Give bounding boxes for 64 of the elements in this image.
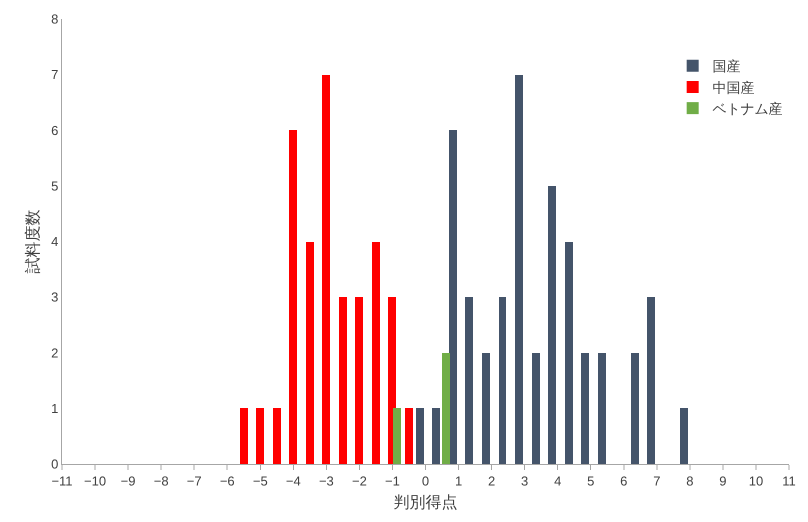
bar (432, 408, 440, 464)
y-tick-label: 3 (51, 290, 58, 305)
bar (322, 75, 330, 464)
y-tick-label: 1 (51, 400, 58, 416)
x-tick-label: −11 (51, 474, 73, 489)
bar (442, 353, 450, 464)
x-tick-label: 0 (422, 474, 430, 489)
bar (565, 242, 573, 464)
bar (240, 408, 248, 464)
x-tick-label: −8 (154, 474, 169, 489)
x-tick-label: 6 (620, 474, 628, 489)
bar (306, 242, 314, 464)
bar (273, 408, 281, 464)
bar (405, 408, 413, 464)
legend-label: 中国産 (712, 79, 755, 96)
x-tick-label: −5 (252, 474, 268, 489)
x-tick-label: 8 (686, 474, 694, 489)
legend-label: ベトナム産 (712, 100, 783, 117)
bar (598, 353, 606, 464)
x-tick-label: −4 (286, 474, 301, 489)
bar (515, 75, 523, 464)
y-tick-label: 2 (51, 345, 58, 360)
y-tick-label: 0 (51, 456, 58, 472)
x-tick-label: 7 (653, 474, 660, 489)
bar (548, 186, 556, 464)
x-tick-label: −3 (318, 474, 334, 489)
bar (289, 130, 297, 464)
bar (355, 297, 363, 464)
x-tick-label: 5 (587, 474, 594, 489)
bar (449, 130, 457, 464)
bar (372, 242, 380, 464)
bar (465, 297, 473, 464)
x-tick-label: 1 (454, 474, 462, 489)
y-tick-label: 7 (51, 67, 58, 82)
x-tick-label: 9 (719, 474, 727, 489)
x-tick-label: −2 (352, 474, 367, 489)
y-tick-label: 4 (51, 234, 58, 250)
bar (532, 353, 540, 464)
bar (482, 353, 490, 464)
x-tick-label: −7 (186, 474, 202, 489)
bar (393, 408, 401, 464)
legend-label: 国産 (712, 58, 741, 74)
x-tick-label: 11 (782, 474, 796, 489)
bar (256, 408, 264, 464)
bar (680, 408, 688, 464)
y-axis-title: 試料度数 (24, 210, 42, 274)
y-tick-label: 6 (51, 122, 58, 138)
y-tick-label: 8 (51, 12, 58, 27)
x-tick-label: −1 (385, 474, 400, 489)
bar (581, 353, 589, 464)
bar (339, 297, 347, 464)
x-tick-label: 10 (748, 474, 764, 489)
bar (499, 297, 506, 464)
x-tick-label: −6 (220, 474, 235, 489)
x-tick-label: −9 (120, 474, 136, 489)
bar (647, 297, 655, 464)
x-axis-title: 判別得点 (394, 493, 458, 512)
x-tick-label: 4 (554, 474, 562, 489)
bar (631, 353, 639, 464)
y-tick-label: 5 (51, 178, 58, 194)
x-tick-label: −10 (84, 474, 106, 489)
x-tick-label: 2 (488, 474, 496, 489)
x-tick-label: 3 (521, 474, 528, 489)
bar (416, 408, 424, 464)
